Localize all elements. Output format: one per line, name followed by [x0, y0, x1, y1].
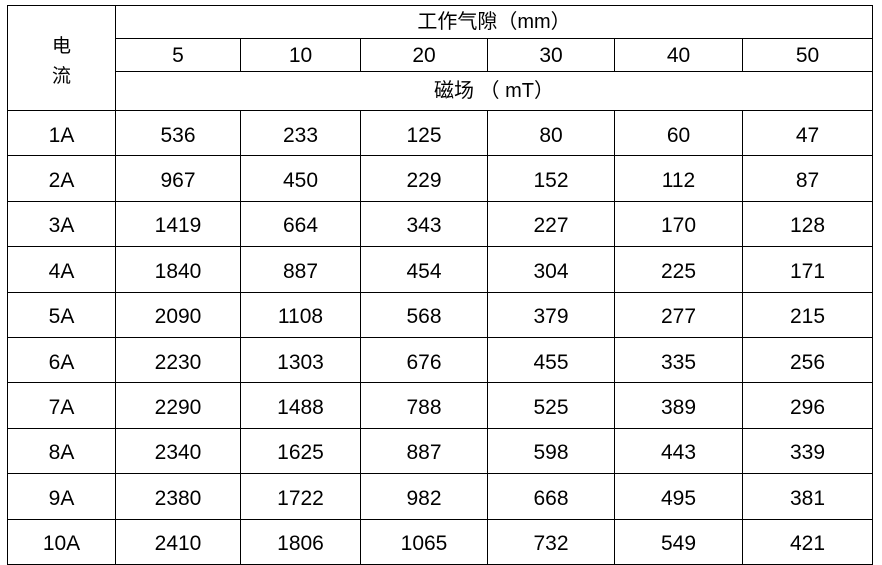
field-value-cell: 304	[487, 246, 615, 293]
field-value-cell: 381	[741, 473, 874, 520]
field-value-cell: 389	[614, 382, 743, 429]
header-row-gap: 电 流 工作气隙（mm）	[7, 5, 874, 111]
table-row: 5A 2090 1108 568 379 277 215	[7, 291, 874, 338]
field-value-cell: 732	[487, 518, 615, 565]
field-value-cell: 2290	[115, 382, 241, 429]
field-value-cell: 1625	[240, 427, 361, 475]
table-row: 2A 967 450 229 152 112 87	[7, 155, 874, 202]
field-value-cell: 215	[741, 291, 874, 338]
field-value-cell: 549	[614, 518, 743, 565]
gap-value: 50	[741, 38, 874, 72]
current-header: 电 流	[7, 5, 116, 111]
field-value-cell: 80	[487, 109, 615, 157]
gap-value: 20	[360, 38, 488, 72]
header-row-gap-values: 5 10 20 30 40 50	[8, 38, 874, 72]
table-row: 10A 2410 1806 1065 732 549 421	[7, 518, 874, 565]
current-header-char-2: 流	[51, 66, 71, 87]
field-value-cell: 112	[614, 155, 743, 202]
field-value-cell: 47	[741, 109, 874, 157]
field-value-cell: 170	[614, 200, 743, 248]
field-value-cell: 2410	[115, 518, 241, 565]
field-value-cell: 152	[487, 155, 615, 202]
field-value-cell: 256	[741, 336, 874, 384]
field-value-cell: 1419	[115, 200, 241, 248]
field-value-cell: 233	[240, 109, 361, 157]
field-value-cell: 421	[741, 518, 874, 565]
field-value-cell: 536	[115, 109, 241, 157]
current-header-char-1: 电	[51, 36, 71, 57]
current-cell: 7A	[7, 382, 116, 429]
current-cell: 9A	[7, 473, 116, 520]
field-value-cell: 335	[614, 336, 743, 384]
field-value-cell: 1108	[240, 291, 361, 338]
current-cell: 8A	[7, 427, 116, 475]
field-value-cell: 125	[360, 109, 488, 157]
field-value-cell: 676	[360, 336, 488, 384]
current-cell: 1A	[7, 109, 116, 157]
field-value-cell: 443	[614, 427, 743, 475]
current-cell: 10A	[7, 518, 116, 565]
field-value-cell: 2090	[115, 291, 241, 338]
field-value-cell: 277	[614, 291, 743, 338]
field-header: 磁场 （ mT）	[114, 71, 874, 111]
field-value-cell: 1722	[240, 473, 361, 520]
field-value-cell: 227	[487, 200, 615, 248]
field-value-cell: 454	[360, 246, 488, 293]
field-value-cell: 1488	[240, 382, 361, 429]
current-cell: 4A	[7, 246, 116, 293]
table-row: 1A 536 233 125 80 60 47	[7, 109, 874, 157]
field-value-cell: 1840	[115, 246, 241, 293]
field-value-cell: 568	[360, 291, 488, 338]
field-value-cell: 982	[360, 473, 488, 520]
field-value-cell: 87	[741, 155, 874, 202]
field-value-cell: 128	[741, 200, 874, 248]
field-value-cell: 668	[487, 473, 615, 520]
gap-value: 10	[240, 38, 361, 72]
table-row: 3A 1419 664 343 227 170 128	[7, 200, 874, 248]
current-cell: 2A	[7, 155, 116, 202]
field-value-cell: 495	[614, 473, 743, 520]
field-value-cell: 60	[614, 109, 743, 157]
field-value-cell: 296	[741, 382, 874, 429]
field-value-cell: 2380	[115, 473, 241, 520]
magnetic-field-table: 电 流 工作气隙（mm） 5 10 20 30 40 50 磁场 （ mT） 1…	[7, 5, 874, 565]
field-value-cell: 1806	[240, 518, 361, 565]
field-value-cell: 343	[360, 200, 488, 248]
table-row: 4A 1840 887 454 304 225 171	[7, 246, 874, 293]
gap-value: 5	[115, 38, 241, 72]
table-row: 7A 2290 1488 788 525 389 296	[7, 382, 874, 429]
table-row: 6A 2230 1303 676 455 335 256	[7, 336, 874, 384]
field-value-cell: 1303	[240, 336, 361, 384]
field-value-cell: 455	[487, 336, 615, 384]
table-row: 9A 2380 1722 982 668 495 381	[7, 473, 874, 520]
field-value-cell: 887	[360, 427, 488, 475]
field-value-cell: 339	[741, 427, 874, 475]
field-value-cell: 598	[487, 427, 615, 475]
header-row-field: 磁场 （ mT）	[8, 71, 874, 111]
table-row: 8A 2340 1625 887 598 443 339	[7, 427, 874, 475]
gap-header: 工作气隙（mm）	[114, 5, 874, 39]
field-value-cell: 229	[360, 155, 488, 202]
current-cell: 6A	[7, 336, 116, 384]
field-value-cell: 379	[487, 291, 615, 338]
gap-value: 30	[487, 38, 615, 72]
field-value-cell: 525	[487, 382, 615, 429]
field-value-cell: 450	[240, 155, 361, 202]
field-value-cell: 225	[614, 246, 743, 293]
current-cell: 3A	[7, 200, 116, 248]
field-value-cell: 2230	[115, 336, 241, 384]
field-value-cell: 967	[115, 155, 241, 202]
field-value-cell: 171	[741, 246, 874, 293]
field-value-cell: 887	[240, 246, 361, 293]
field-value-cell: 664	[240, 200, 361, 248]
field-value-cell: 788	[360, 382, 488, 429]
current-cell: 5A	[7, 291, 116, 338]
gap-value: 40	[614, 38, 743, 72]
field-value-cell: 2340	[115, 427, 241, 475]
field-value-cell: 1065	[360, 518, 488, 565]
